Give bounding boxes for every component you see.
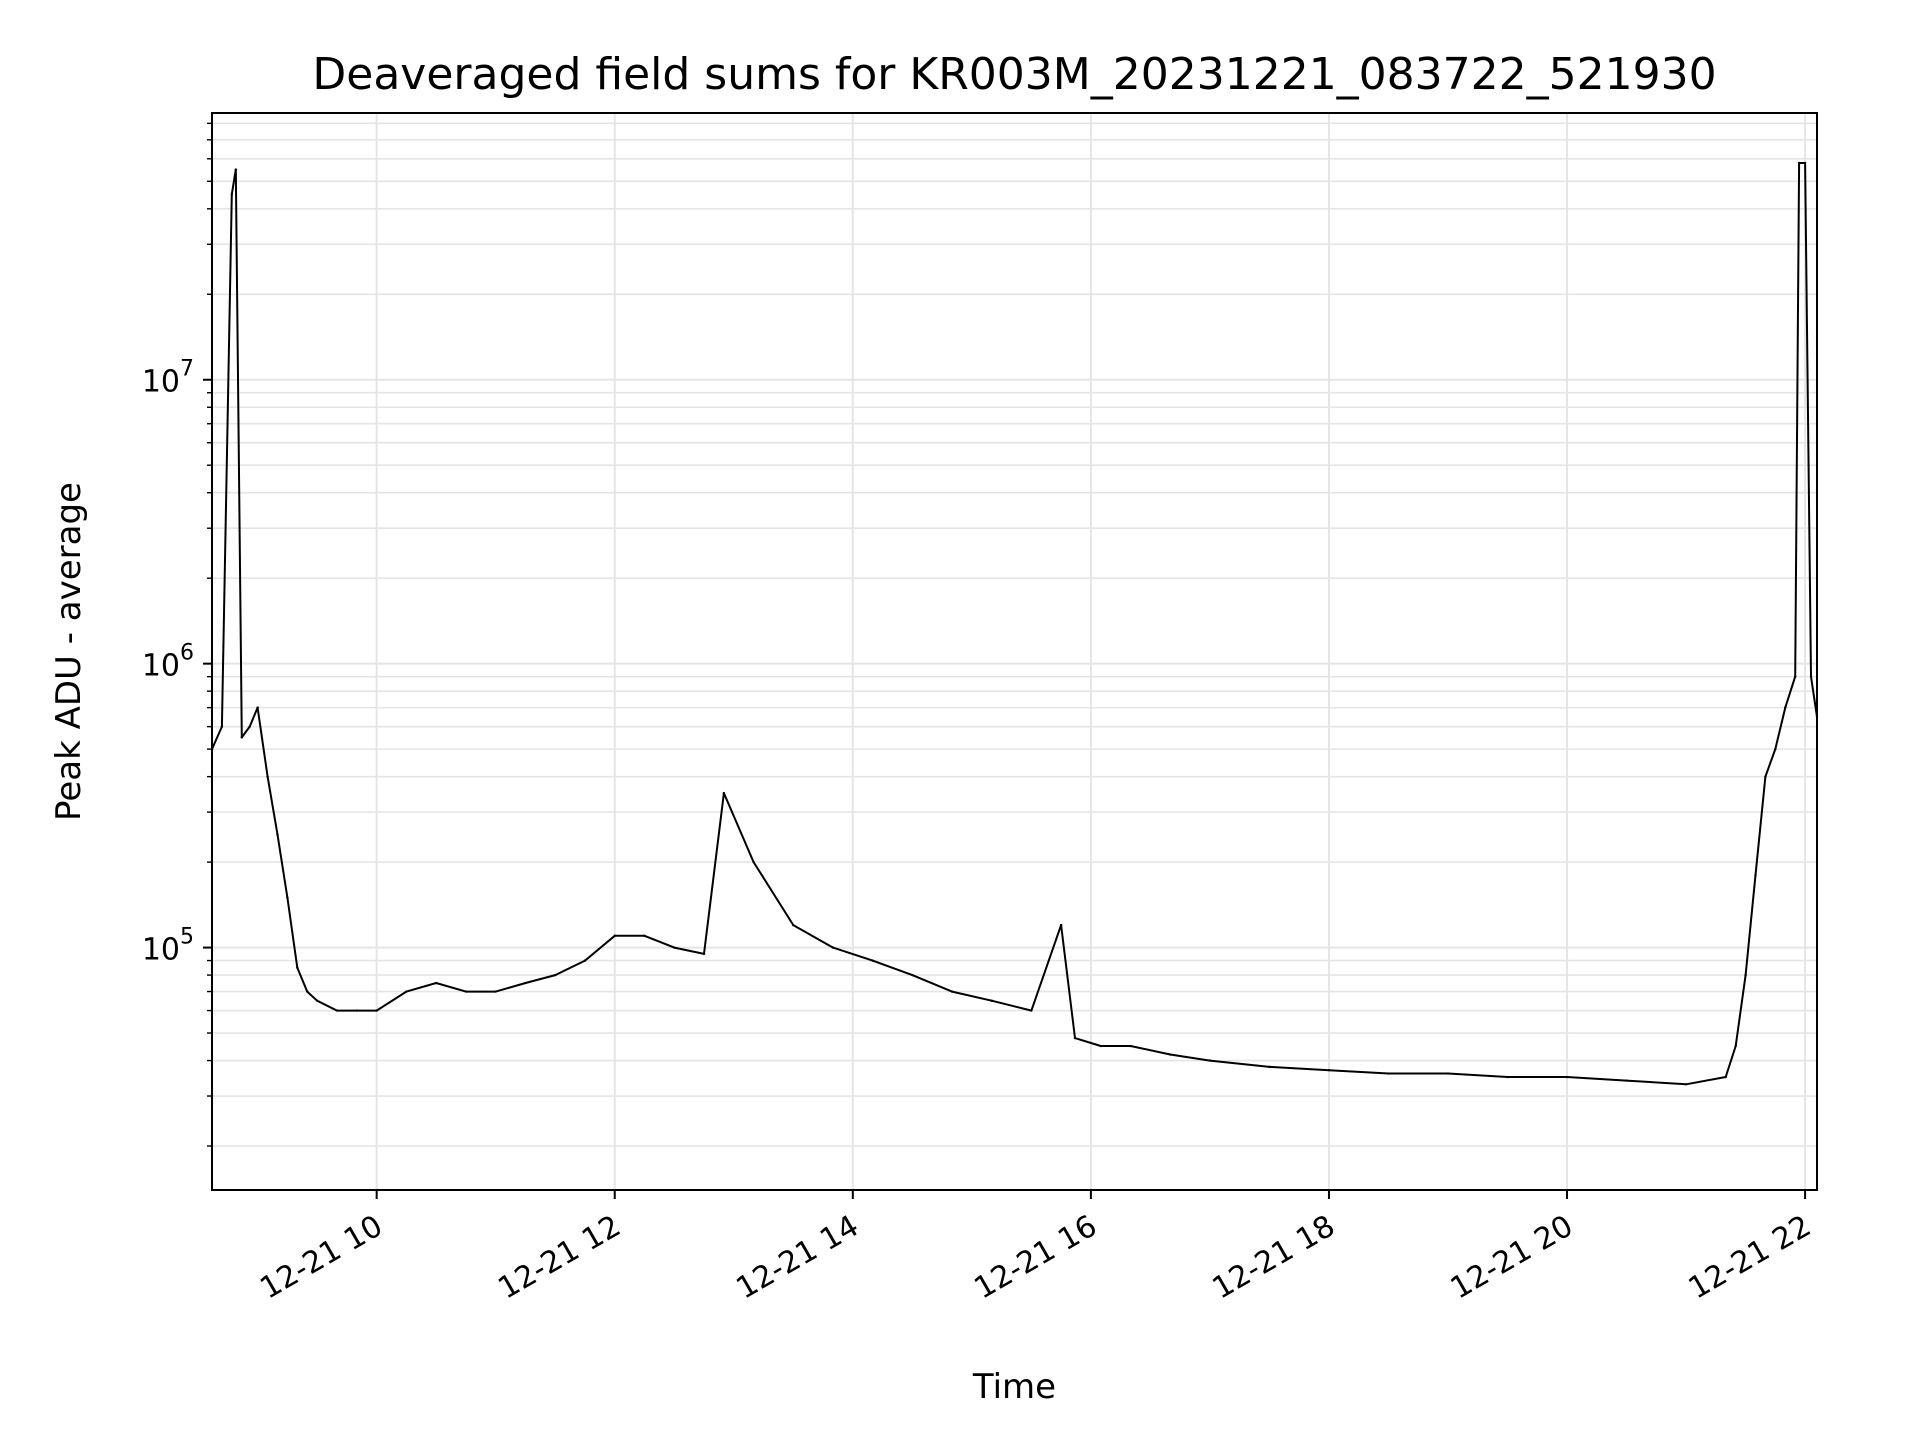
data-point bbox=[1506, 1075, 1509, 1079]
series-line bbox=[210, 161, 1819, 1086]
data-point bbox=[276, 833, 279, 836]
data-point bbox=[702, 952, 706, 956]
data-point bbox=[831, 946, 835, 949]
data-point bbox=[524, 981, 527, 985]
y-tick-label: 107 bbox=[142, 357, 194, 400]
data-point bbox=[306, 990, 309, 993]
data-point bbox=[1625, 1079, 1628, 1082]
x-axis-label: Time bbox=[972, 1367, 1056, 1407]
data-point bbox=[950, 990, 954, 993]
y-axis-label: Peak ADU - average bbox=[49, 482, 89, 821]
data-point bbox=[296, 966, 299, 969]
data-point bbox=[911, 973, 914, 977]
data-point bbox=[220, 725, 224, 728]
data-point bbox=[1734, 1044, 1737, 1048]
data-point bbox=[234, 168, 238, 171]
data-point bbox=[434, 981, 438, 985]
y-tick-label-base: 10 bbox=[142, 649, 180, 684]
data-point bbox=[1784, 706, 1787, 709]
data-point bbox=[464, 990, 468, 993]
data-point bbox=[554, 973, 557, 977]
data-point bbox=[1099, 1044, 1103, 1048]
chart-title: Deaveraged field sums for KR003M_2023122… bbox=[312, 49, 1716, 100]
data-point bbox=[792, 923, 795, 927]
data-point bbox=[1169, 1053, 1172, 1056]
data-point bbox=[583, 959, 587, 962]
data-point bbox=[335, 1009, 339, 1012]
data-point bbox=[240, 736, 243, 739]
data-point bbox=[1803, 161, 1807, 165]
data-point bbox=[1793, 675, 1797, 678]
y-tick-label-base: 10 bbox=[142, 933, 180, 968]
data-point bbox=[752, 860, 755, 864]
y-tick-label: 106 bbox=[142, 641, 194, 684]
data-point bbox=[1565, 1075, 1569, 1079]
data-point bbox=[990, 999, 993, 1002]
data-point bbox=[1327, 1068, 1331, 1072]
data-point bbox=[1208, 1059, 1212, 1062]
data-point bbox=[248, 725, 251, 728]
data-point bbox=[1387, 1072, 1390, 1075]
data-point bbox=[1774, 747, 1777, 751]
data-point bbox=[1446, 1072, 1450, 1075]
data-point bbox=[871, 959, 874, 962]
plot-frame bbox=[211, 112, 1818, 1191]
data-point bbox=[355, 1009, 359, 1012]
data-point bbox=[266, 775, 269, 778]
data-point bbox=[1129, 1044, 1132, 1048]
data-point bbox=[1797, 161, 1801, 165]
data-point bbox=[230, 193, 234, 196]
data-point bbox=[1684, 1083, 1688, 1086]
data-point bbox=[722, 791, 726, 795]
y-tick-label-base: 10 bbox=[142, 365, 180, 400]
data-point bbox=[613, 934, 616, 938]
series-path bbox=[211, 162, 1818, 1086]
data-point bbox=[375, 1009, 378, 1012]
data-point bbox=[1059, 923, 1063, 927]
data-point bbox=[643, 934, 646, 938]
data-point bbox=[405, 990, 408, 993]
data-point bbox=[1030, 1009, 1033, 1012]
y-tick-label-exponent: 7 bbox=[180, 357, 194, 382]
data-point bbox=[1744, 973, 1747, 977]
data-point bbox=[1754, 873, 1757, 877]
y-tick-label: 105 bbox=[142, 925, 194, 968]
data-point bbox=[673, 946, 676, 949]
data-point bbox=[1073, 1036, 1077, 1040]
data-point bbox=[494, 990, 497, 993]
y-tick-label-exponent: 5 bbox=[180, 925, 194, 950]
data-point bbox=[1268, 1065, 1271, 1069]
y-tick-label-exponent: 6 bbox=[180, 641, 194, 666]
data-point bbox=[1724, 1075, 1727, 1079]
data-point bbox=[286, 896, 289, 899]
data-point bbox=[1764, 775, 1767, 778]
data-point bbox=[1809, 675, 1813, 678]
data-point bbox=[315, 999, 319, 1002]
data-point bbox=[256, 706, 259, 709]
